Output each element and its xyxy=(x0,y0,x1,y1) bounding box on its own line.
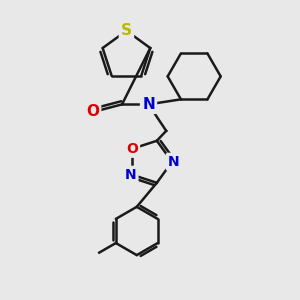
Text: N: N xyxy=(142,97,155,112)
Text: S: S xyxy=(121,23,132,38)
Text: O: O xyxy=(86,104,99,119)
Text: N: N xyxy=(168,155,179,169)
Text: N: N xyxy=(125,168,136,182)
Text: O: O xyxy=(126,142,138,156)
